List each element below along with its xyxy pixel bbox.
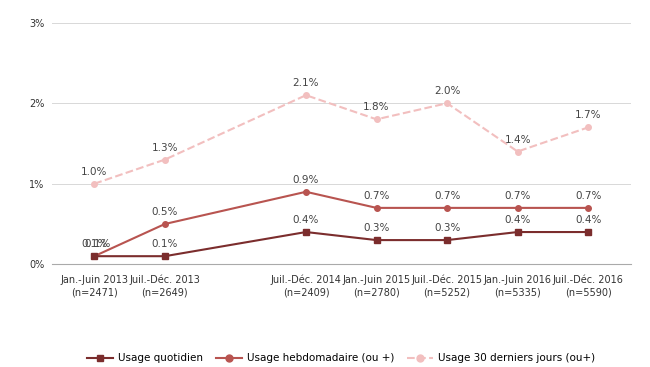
- Text: 0.1%: 0.1%: [81, 239, 107, 249]
- Text: 1.3%: 1.3%: [151, 143, 178, 153]
- Legend: Usage quotidien, Usage hebdomadaire (ou +), Usage 30 derniers jours (ou+): Usage quotidien, Usage hebdomadaire (ou …: [83, 349, 599, 367]
- Text: 0.1%: 0.1%: [151, 239, 178, 249]
- Text: 0.9%: 0.9%: [292, 175, 319, 185]
- Text: 1.0%: 1.0%: [81, 167, 107, 177]
- Text: 0.3%: 0.3%: [434, 223, 460, 233]
- Text: 0.7%: 0.7%: [363, 191, 390, 201]
- Text: 0.7%: 0.7%: [434, 191, 460, 201]
- Text: 0.4%: 0.4%: [292, 215, 319, 225]
- Text: 0.4%: 0.4%: [575, 215, 601, 225]
- Text: 1.4%: 1.4%: [504, 135, 531, 145]
- Text: 2.0%: 2.0%: [434, 86, 460, 96]
- Text: 0.1%: 0.1%: [84, 239, 111, 249]
- Text: 2.1%: 2.1%: [292, 78, 319, 88]
- Text: 0.7%: 0.7%: [575, 191, 601, 201]
- Text: 0.7%: 0.7%: [504, 191, 531, 201]
- Text: 1.8%: 1.8%: [363, 102, 390, 112]
- Text: 0.4%: 0.4%: [504, 215, 531, 225]
- Text: 0.5%: 0.5%: [151, 207, 178, 217]
- Text: 1.7%: 1.7%: [575, 110, 601, 120]
- Text: 0.3%: 0.3%: [363, 223, 390, 233]
